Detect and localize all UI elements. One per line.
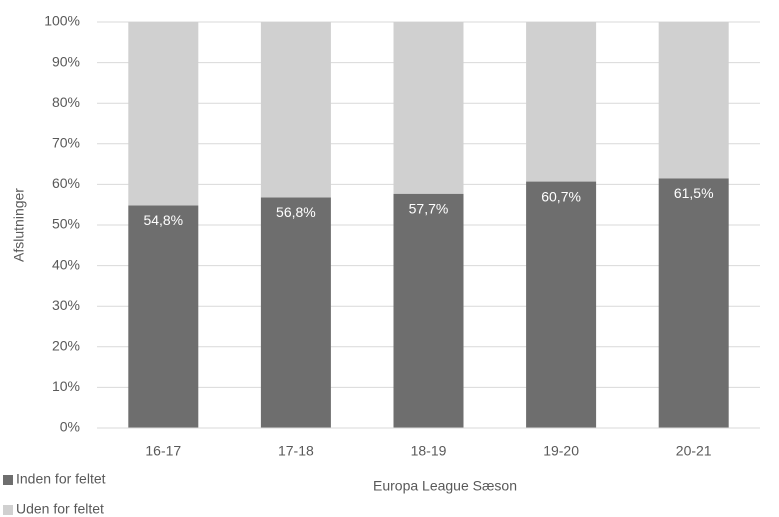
legend-label: Uden for feltet — [16, 501, 104, 517]
legend-swatch — [3, 475, 13, 485]
y-tick-label: 60% — [52, 175, 80, 191]
y-tick-label: 80% — [52, 94, 80, 110]
data-label: 60,7% — [541, 188, 581, 204]
x-tick-label: 20-21 — [676, 443, 712, 459]
x-tick-label: 19-20 — [543, 443, 579, 459]
y-tick-label: 30% — [52, 297, 80, 313]
data-label: 57,7% — [409, 200, 449, 216]
bar-segment — [526, 181, 597, 428]
y-tick-label: 0% — [60, 419, 80, 435]
legend-swatch — [3, 505, 13, 515]
y-tick-label: 100% — [44, 13, 80, 29]
bar-segment — [393, 22, 464, 194]
x-tick-label: 16-17 — [145, 443, 181, 459]
y-tick-label: 90% — [52, 53, 80, 69]
y-tick-label: 40% — [52, 256, 80, 272]
bar-segment — [526, 22, 597, 182]
bar-segment — [658, 22, 729, 179]
legend-label: Inden for feltet — [16, 471, 106, 487]
bar-segment — [658, 178, 729, 428]
y-tick-label: 70% — [52, 135, 80, 151]
x-tick-label: 18-19 — [411, 443, 447, 459]
x-tick-label: 17-18 — [278, 443, 314, 459]
x-axis-title: Europa League Sæson — [373, 478, 517, 494]
data-label: 61,5% — [674, 185, 714, 201]
y-tick-label: 50% — [52, 216, 80, 232]
data-label: 54,8% — [143, 212, 183, 228]
y-tick-label: 20% — [52, 338, 80, 354]
y-axis-title: Afslutninger — [11, 188, 27, 262]
bar-segment — [128, 22, 199, 206]
bar-segment — [260, 197, 331, 428]
bar-segment — [260, 22, 331, 198]
data-label: 56,8% — [276, 204, 316, 220]
y-tick-label: 10% — [52, 378, 80, 394]
bar-segment — [128, 205, 199, 428]
bar-segment — [393, 193, 464, 428]
